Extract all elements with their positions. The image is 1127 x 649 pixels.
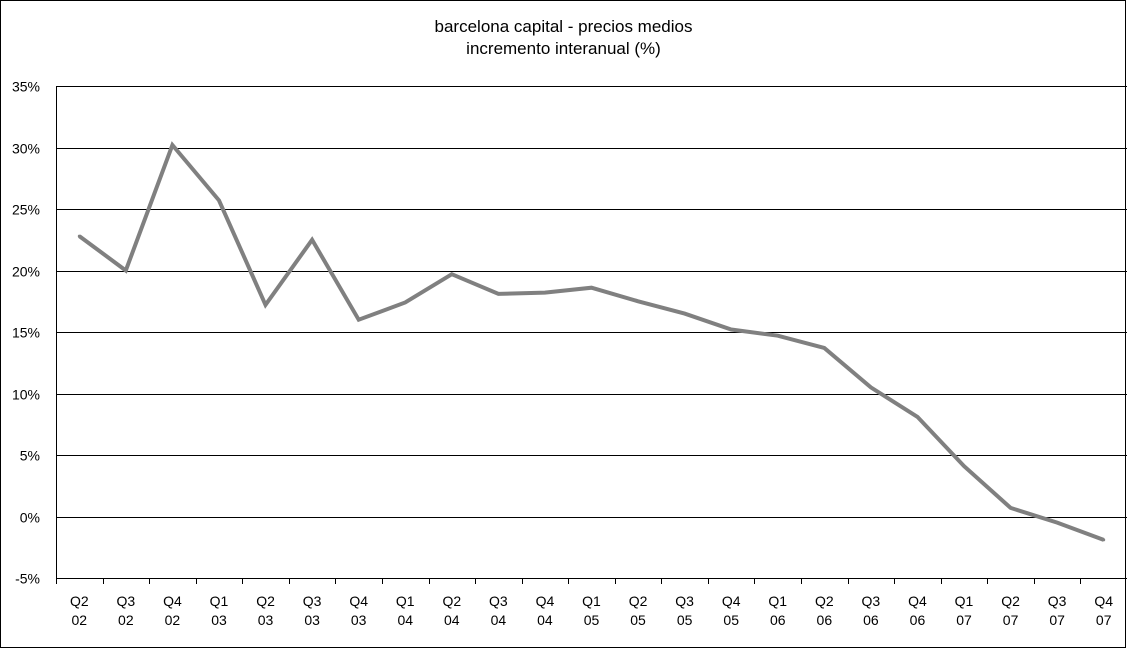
y-tick-label: 30% — [12, 141, 40, 157]
y-tick-label: 5% — [20, 448, 40, 464]
chart-title: barcelona capital - precios medios — [434, 17, 693, 36]
y-tick-label: 20% — [12, 264, 40, 280]
chart-subtitle: incremento interanual (%) — [466, 39, 661, 58]
data-point — [450, 272, 454, 276]
series-line-0 — [78, 141, 1105, 542]
data-point — [217, 198, 221, 202]
data-point — [1102, 538, 1106, 542]
data-point — [916, 415, 919, 419]
x-tick-label: Q3 03 — [303, 593, 322, 628]
data-point — [683, 312, 687, 316]
x-tick-label: Q2 02 — [70, 593, 89, 628]
x-tick-label: Q1 04 — [396, 593, 415, 628]
x-tick-label: Q2 07 — [1001, 593, 1020, 628]
data-point — [77, 234, 81, 238]
x-tick-label: Q4 04 — [536, 593, 555, 628]
x-tick-label: Q3 06 — [862, 593, 881, 628]
x-tick-label: Q1 06 — [768, 593, 787, 628]
data-point — [636, 299, 640, 303]
x-axis-tick-labels: Q2 02 Q3 02 Q4 02 Q1 03 Q2 03 Q3 03 Q4 03 Q1 04 Q2 04 Q3 04… — [70, 593, 1113, 628]
series-layer — [77, 141, 1106, 542]
data-point — [170, 143, 174, 147]
data-point — [403, 301, 407, 304]
data-point — [496, 292, 500, 296]
data-point — [729, 328, 733, 331]
x-tick-label: Q4 06 — [908, 593, 927, 628]
x-tick-label: Q3 02 — [117, 593, 136, 628]
y-tick-label: 35% — [12, 79, 40, 95]
data-point — [124, 269, 128, 272]
x-tick-label: Q4 05 — [722, 593, 741, 628]
data-point — [590, 286, 593, 290]
chart-title-block: barcelona capital - precios medios incre… — [0, 16, 1127, 60]
data-point — [822, 346, 826, 350]
data-point — [264, 303, 267, 307]
x-tick-label: Q3 07 — [1048, 593, 1067, 628]
data-point — [357, 318, 361, 322]
x-tick-label: Q3 05 — [675, 593, 694, 628]
data-point — [869, 385, 873, 389]
data-point — [776, 334, 780, 338]
x-tick-label: Q2 04 — [442, 593, 461, 628]
y-axis-tick-labels: -5% 0% 5% 10% 15% 20% 25% 30% 35% — [12, 79, 40, 587]
x-tick-label: Q2 03 — [256, 593, 275, 628]
y-tick-label: 25% — [12, 202, 40, 218]
x-tick-label: Q3 04 — [489, 593, 508, 628]
x-tick-label: Q2 06 — [815, 593, 834, 628]
data-point — [962, 464, 966, 468]
y-tick-label: 10% — [12, 387, 40, 403]
y-tick-label: 0% — [20, 510, 40, 526]
x-tick-label: Q4 07 — [1094, 593, 1113, 628]
data-point — [310, 238, 314, 242]
x-tick-label: Q1 05 — [582, 593, 601, 628]
data-point — [1055, 521, 1059, 525]
x-tick-label: Q2 05 — [629, 593, 648, 628]
x-tick-label: Q4 02 — [163, 593, 182, 628]
y-tick-label: 15% — [12, 325, 40, 341]
axes — [56, 86, 1081, 584]
data-point — [1009, 506, 1013, 510]
y-tick-label: -5% — [15, 571, 40, 587]
data-point — [543, 291, 547, 295]
x-tick-label: Q1 03 — [210, 593, 229, 628]
x-tick-label: Q4 03 — [349, 593, 368, 628]
x-tick-label: Q1 07 — [955, 593, 974, 628]
gridlines — [56, 86, 1127, 579]
